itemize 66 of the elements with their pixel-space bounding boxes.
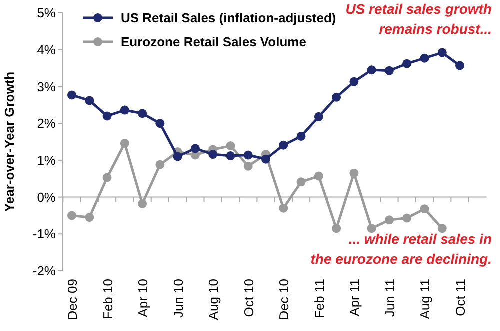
point (262, 154, 270, 164)
x-tick-label: Jun 11 (382, 279, 398, 318)
y-tick-label: -2% (32, 264, 56, 279)
point (314, 112, 324, 122)
point (120, 138, 130, 148)
point (244, 150, 253, 160)
y-tick-label: 4% (37, 42, 56, 58)
point (384, 66, 394, 76)
point (226, 142, 236, 151)
x-tick-label: Feb 11 (312, 279, 327, 319)
y-tick-label: -1% (32, 226, 56, 242)
point (102, 173, 112, 182)
point (244, 162, 253, 171)
x-tick-label: Apr 11 (347, 279, 362, 316)
point (226, 152, 236, 161)
point (350, 77, 359, 86)
x-tick-label: Oct 10 (241, 279, 256, 318)
point (120, 106, 130, 115)
point (296, 132, 306, 141)
point (85, 96, 94, 106)
point (296, 178, 306, 187)
point (138, 109, 148, 118)
point (102, 112, 112, 121)
point (156, 160, 165, 170)
point (367, 66, 376, 75)
point (314, 172, 324, 181)
point (68, 211, 76, 220)
y-tick-label: 5% (37, 6, 56, 21)
x-tick-label: Aug 11 (418, 279, 433, 320)
y-tick-label: 3% (37, 79, 56, 94)
y-axis-title: Year-over-Year Growth (2, 72, 17, 212)
point (438, 48, 447, 58)
point (350, 168, 359, 178)
annotation: US retail sales growth remains robust... (346, 1, 492, 37)
point (332, 92, 342, 102)
point (332, 224, 342, 234)
point (85, 213, 94, 222)
point (456, 61, 464, 70)
point (402, 59, 412, 68)
point (402, 214, 412, 223)
x-tick-label: Apr 10 (136, 279, 151, 318)
point (384, 216, 394, 225)
point (367, 224, 376, 234)
x-tick-label: Dec 09 (65, 279, 80, 320)
point (208, 150, 218, 160)
point (138, 199, 148, 208)
y-tick-label: 1% (37, 152, 56, 168)
x-tick-label: Feb 10 (100, 279, 116, 320)
x-tick-label: Oct 11 (453, 279, 468, 316)
point (68, 90, 76, 100)
point (420, 54, 430, 63)
annotation: ... while retail sales in the eurozone are declining. (310, 231, 492, 268)
x-tick-label: Aug 10 (206, 279, 222, 320)
point (156, 119, 165, 128)
point (173, 152, 182, 162)
x-tick-label: Jun 10 (170, 279, 186, 318)
point (190, 144, 200, 154)
point (279, 140, 288, 150)
y-tick-label: 2% (37, 116, 56, 132)
x-tick-label: Dec 10 (276, 279, 292, 320)
point (438, 224, 447, 234)
legend-label: Eurozone Retail Sales Volume (121, 34, 306, 50)
legend-label: US Retail Sales (inflation-adjusted) (121, 10, 336, 26)
point (420, 204, 430, 214)
point (279, 204, 288, 213)
y-tick-label: 0% (37, 190, 56, 205)
